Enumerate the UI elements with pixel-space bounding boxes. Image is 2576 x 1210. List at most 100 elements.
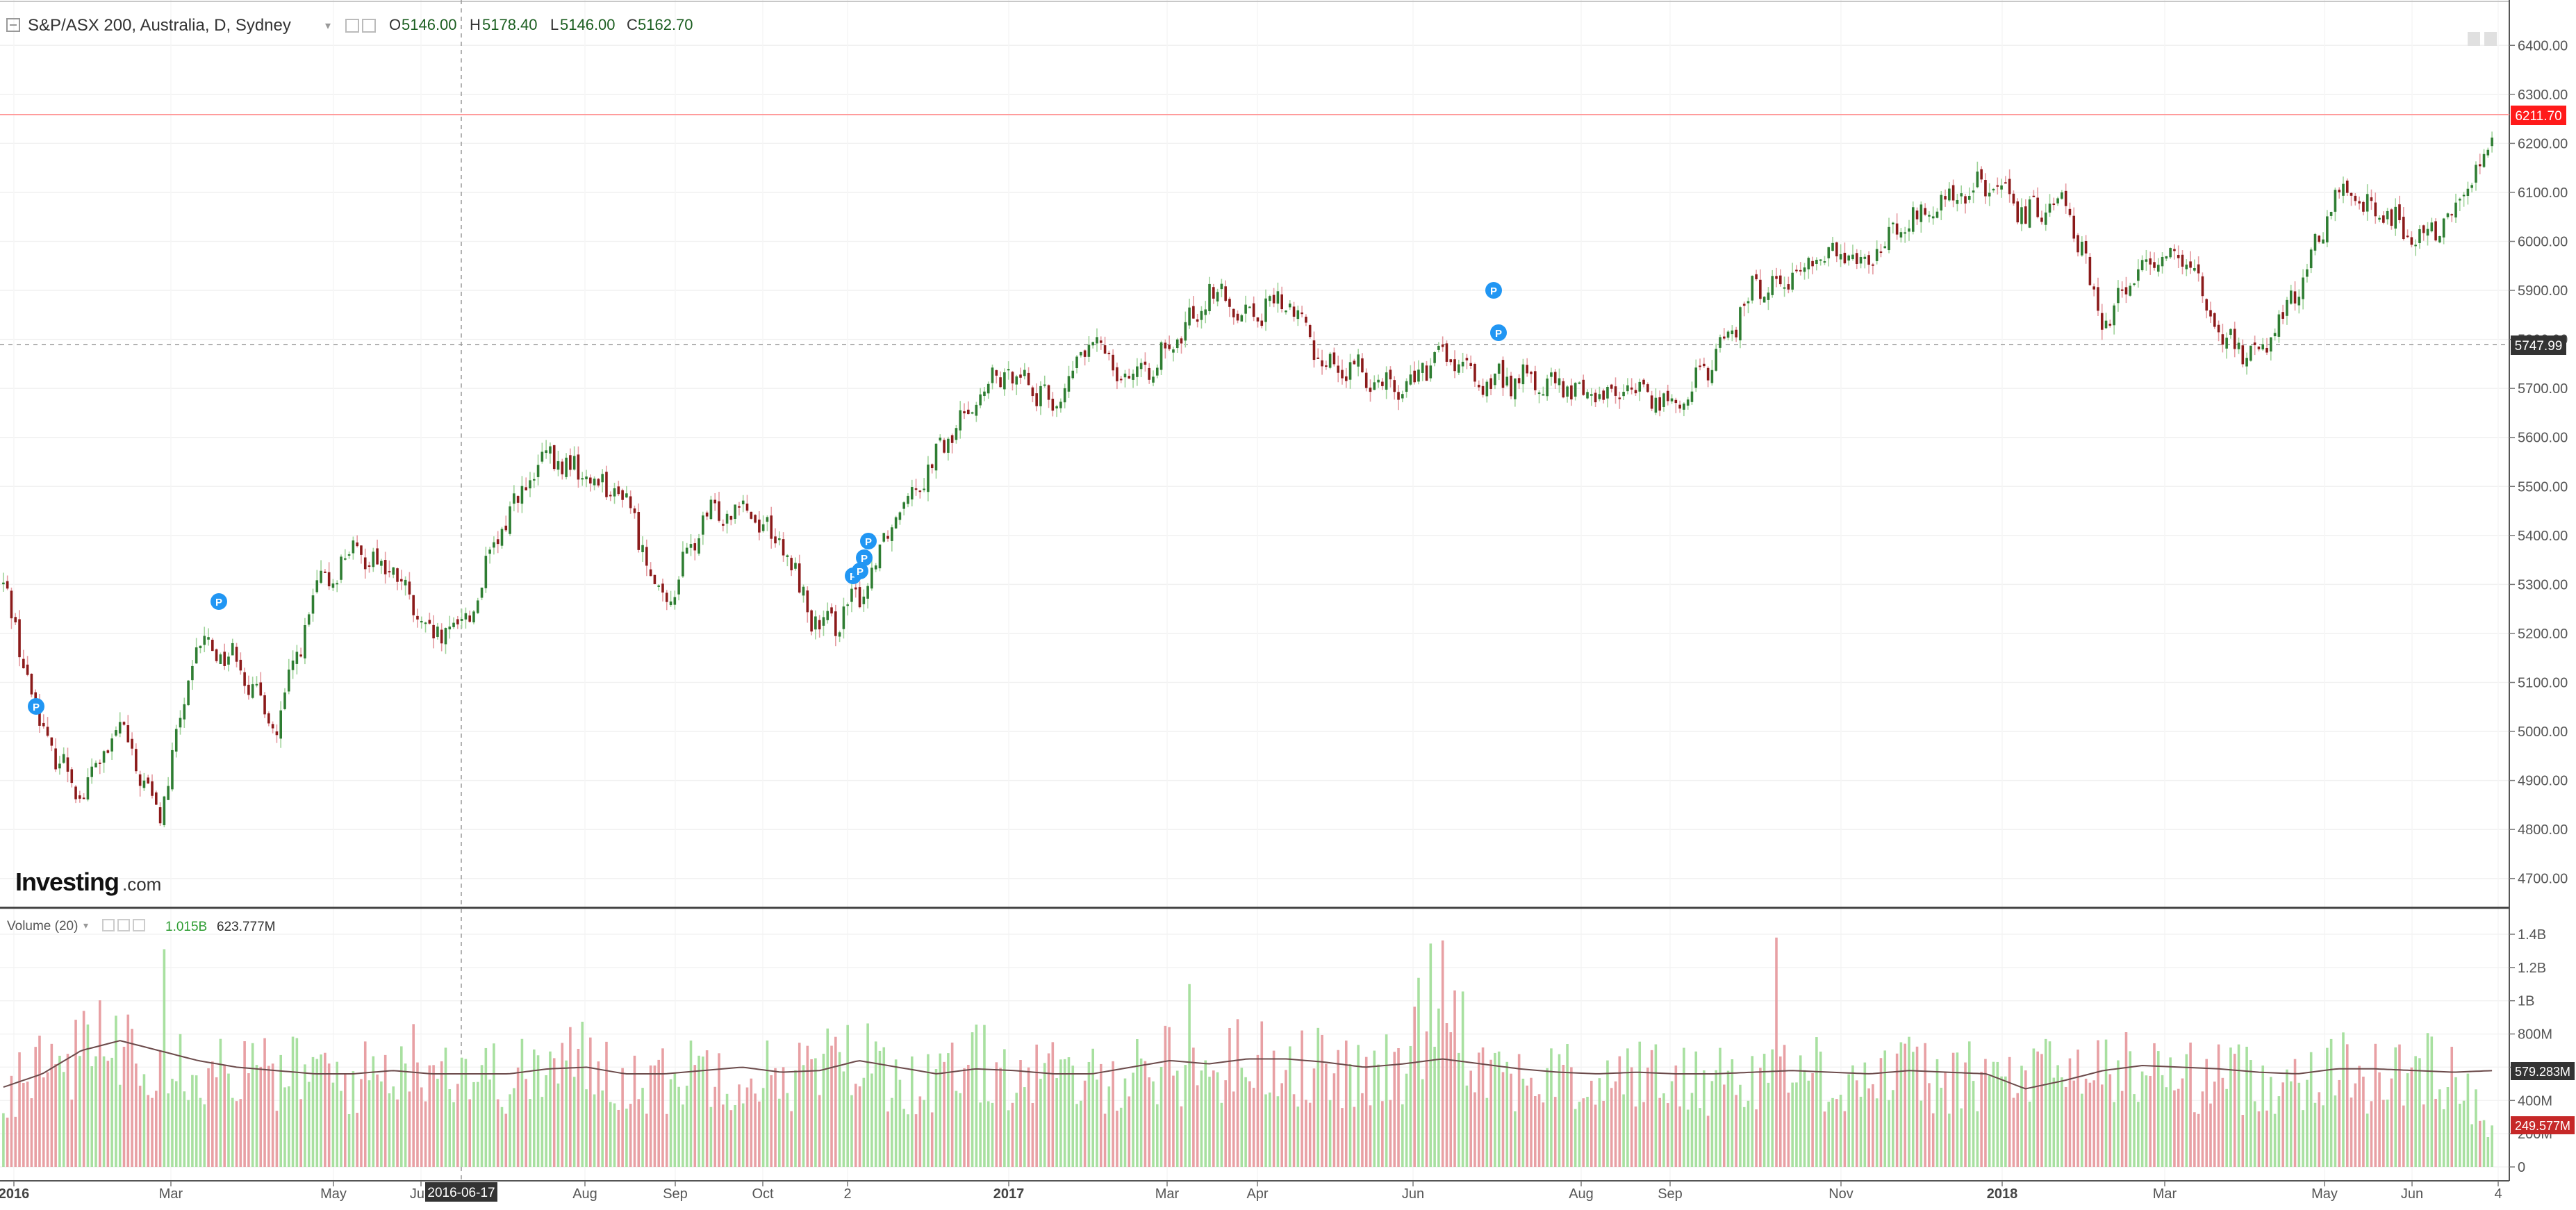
candle-body xyxy=(1075,356,1078,368)
volume-bar xyxy=(2434,1098,2437,1167)
volume-close-icon[interactable] xyxy=(133,919,145,931)
candle-body xyxy=(1972,190,1975,193)
volume-bar xyxy=(263,1038,266,1167)
volume-bar xyxy=(34,1047,37,1167)
event-marker: P xyxy=(1490,324,1507,341)
hide-icon[interactable] xyxy=(362,19,376,33)
volume-bar xyxy=(1007,1110,1010,1167)
volume-bar xyxy=(54,1063,57,1167)
volume-settings-icon[interactable] xyxy=(102,919,115,931)
scroll-left-icon[interactable] xyxy=(2468,32,2480,46)
candle-body xyxy=(1843,252,1847,264)
volume-ma-tag: 579.283M xyxy=(2511,1062,2575,1080)
volume-bar xyxy=(500,1107,504,1167)
volume-bar xyxy=(1003,1049,1006,1167)
candle-body xyxy=(2225,338,2228,349)
volume-bar xyxy=(697,1055,700,1167)
volume-bar xyxy=(1722,1084,1726,1167)
settings-icon[interactable] xyxy=(345,19,359,33)
volume-hide-icon[interactable] xyxy=(117,919,130,931)
volume-bar xyxy=(790,1111,793,1167)
volume-bar xyxy=(2318,1092,2321,1167)
candle-body xyxy=(1594,392,1597,403)
candle-body xyxy=(155,792,158,805)
price-tick-label: 5600.00 xyxy=(2518,431,2568,446)
volume-bar xyxy=(420,1087,423,1167)
candle-body xyxy=(593,479,596,486)
volume-bar xyxy=(766,1041,769,1167)
candle-body xyxy=(1107,352,1111,354)
volume-bar xyxy=(1099,1063,1103,1167)
crosshair-date-value: 2016-06-17 xyxy=(427,1186,495,1200)
symbol-title[interactable]: S&P/ASX 200, Australia, D, Sydney xyxy=(28,16,291,35)
volume-bar xyxy=(70,1100,74,1167)
candle-body xyxy=(886,536,889,539)
candle-body xyxy=(2491,138,2493,147)
candle-body xyxy=(464,613,468,620)
candle-body xyxy=(376,548,379,565)
candle-body xyxy=(1489,378,1492,389)
time-tick-label: 2016 xyxy=(0,1186,29,1202)
candle-body xyxy=(830,607,833,614)
scroll-right-icon[interactable] xyxy=(2484,32,2497,46)
candle-body xyxy=(625,493,628,498)
volume-bar xyxy=(299,1099,302,1167)
volume-bar xyxy=(464,1059,468,1167)
chevron-down-icon[interactable]: ▾ xyxy=(325,20,331,32)
volume-bar xyxy=(62,1072,65,1167)
volume-bar xyxy=(581,1021,584,1167)
candle-body xyxy=(1501,360,1505,388)
volume-bar xyxy=(1855,1080,1858,1167)
volume-chevron-down-icon[interactable]: ▾ xyxy=(83,920,88,931)
candle-body xyxy=(1815,260,1818,264)
candle-body xyxy=(30,674,33,695)
candle-body xyxy=(1091,342,1094,346)
candle-body xyxy=(2410,237,2413,245)
volume-bar xyxy=(147,1095,150,1167)
price-axis[interactable]: 6400.00 6300.00 6200.00 6100.00 6000.00 5900.… xyxy=(2509,38,2568,887)
candle-body xyxy=(1562,381,1565,398)
volume-bar xyxy=(894,1059,898,1167)
time-axis[interactable]: 2016 Mar May Jun Aug Sep Oct 2 2017 Mar Apr Jun Aug S… xyxy=(0,1181,2502,1202)
volume-bar xyxy=(1039,1079,1042,1167)
candle-body xyxy=(585,476,588,480)
volume-bar xyxy=(315,1059,319,1167)
candle-body xyxy=(1530,372,1533,374)
volume-bar xyxy=(1051,1042,1055,1167)
volume-bar xyxy=(2426,1033,2429,1167)
volume-bar xyxy=(1055,1078,1058,1167)
candle-body xyxy=(2313,233,2317,251)
volume-bar xyxy=(1107,1086,1111,1167)
volume-bar xyxy=(2313,1102,2317,1167)
candle-body xyxy=(70,769,74,784)
candle-body xyxy=(2326,216,2329,242)
event-marker-letter: P xyxy=(33,702,40,713)
candle-body xyxy=(1039,386,1042,406)
collapse-icon[interactable] xyxy=(6,18,20,32)
candle-body xyxy=(1872,264,1874,266)
candle-body xyxy=(1401,394,1404,399)
candle-body xyxy=(1726,331,1730,338)
investing-logo: Investing .com xyxy=(15,868,161,896)
candle-body xyxy=(320,570,322,583)
candle-body xyxy=(1710,370,1714,383)
candle-body xyxy=(822,617,825,626)
volume-bar xyxy=(1433,1046,1436,1167)
price-tick-label: 5700.00 xyxy=(2518,381,2568,397)
volume-bar xyxy=(525,1079,528,1167)
candle-body xyxy=(2418,229,2421,243)
candle-body xyxy=(569,455,572,470)
volume-bar xyxy=(1494,1052,1496,1167)
volume-bar xyxy=(802,1065,805,1167)
volume-bar xyxy=(126,1014,130,1167)
volume-bar xyxy=(2478,1120,2482,1167)
volume-bar xyxy=(682,1104,684,1167)
candle-body xyxy=(613,488,616,497)
volume-bar xyxy=(1385,1034,1388,1167)
candle-body xyxy=(444,628,447,645)
candle-body xyxy=(918,490,922,492)
volume-bar xyxy=(1397,1048,1400,1167)
volume-title[interactable]: Volume (20) xyxy=(7,919,78,934)
volume-bar xyxy=(1719,1047,1722,1167)
candle-body xyxy=(2117,288,2120,304)
